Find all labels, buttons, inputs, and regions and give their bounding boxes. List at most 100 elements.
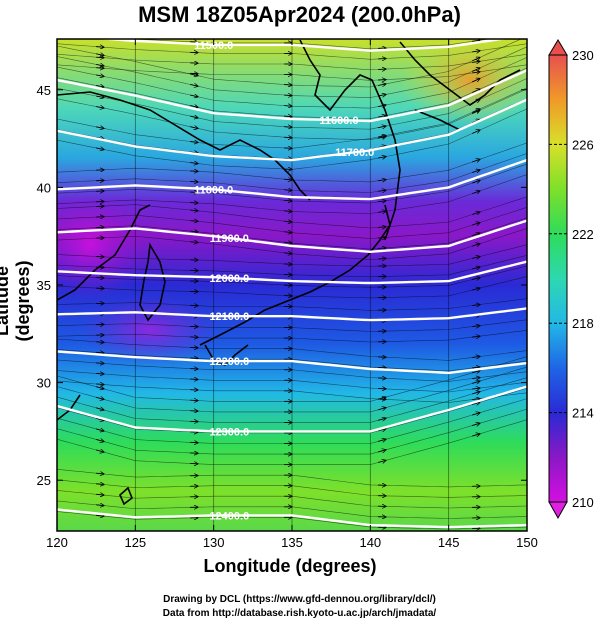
wind-arrow xyxy=(378,450,386,452)
colorbar-bottom-triangle xyxy=(548,501,568,520)
wind-arrow xyxy=(190,210,198,211)
wind-arrow xyxy=(284,127,292,128)
y-tick-label: 45 xyxy=(37,83,51,98)
wind-arrow xyxy=(472,336,480,337)
wind-arrow xyxy=(190,95,198,97)
wind-arrow xyxy=(378,227,386,228)
contour-label: 11500.0 xyxy=(194,40,233,52)
wind-arrow xyxy=(284,190,292,191)
wind-arrow xyxy=(378,180,386,181)
wind-arrow xyxy=(472,278,480,280)
wind-streamlines xyxy=(57,39,527,531)
contour-label: 11800.0 xyxy=(194,184,233,196)
height-contour xyxy=(57,385,527,433)
wind-arrow xyxy=(471,68,480,72)
wind-arrow xyxy=(284,84,292,85)
wind-arrow xyxy=(96,387,104,389)
y-tick-label: 35 xyxy=(37,278,51,293)
wind-arrow xyxy=(378,116,386,118)
height-contour xyxy=(57,260,527,285)
wind-arrow xyxy=(96,473,104,474)
wind-arrow xyxy=(284,137,292,138)
y-tick-label: 25 xyxy=(37,473,51,488)
wind-arrow xyxy=(190,116,198,118)
wind-arrow xyxy=(472,40,480,41)
wind-arrow xyxy=(96,494,104,495)
colorbar-label: 222 xyxy=(572,227,594,242)
wind-arrow xyxy=(472,388,480,389)
contour-label: 12400.0 xyxy=(209,510,249,522)
wind-arrow xyxy=(96,148,104,150)
map-title: MSM 18Z05Apr2024 (200.0hPa) xyxy=(138,2,461,27)
wind-arrow xyxy=(96,397,104,399)
wind-arrow xyxy=(472,256,480,258)
contour-label: 12100.0 xyxy=(209,311,249,323)
wind-arrow xyxy=(472,223,480,226)
wind-arrow xyxy=(96,342,104,343)
contour-label: 12300.0 xyxy=(209,426,249,438)
wind-arrow xyxy=(96,68,104,69)
wind-arrow xyxy=(472,392,480,394)
colorbar-top-triangle xyxy=(548,39,568,56)
height-contour xyxy=(57,98,527,162)
wind-arrow xyxy=(378,105,386,107)
wind-arrow xyxy=(472,170,480,173)
wind-arrow xyxy=(96,127,104,129)
height-contour xyxy=(57,158,527,201)
x-tick-label: 120 xyxy=(46,535,68,550)
x-tick-label: 150 xyxy=(516,535,538,550)
wind-arrow xyxy=(190,84,198,86)
wind-arrow xyxy=(378,126,386,128)
wind-arrow xyxy=(472,180,480,183)
wind-arrow xyxy=(378,237,386,238)
wind-arrow xyxy=(96,429,104,431)
wind-arrow xyxy=(471,89,480,93)
wind-arrow xyxy=(96,450,104,452)
height-contour xyxy=(57,350,527,375)
wind-arrow xyxy=(378,408,386,410)
wind-arrow xyxy=(472,378,480,379)
colorbar: 210 214 218 222 226 230 xyxy=(548,39,594,520)
wind-arrow xyxy=(378,94,386,96)
wind-arrow xyxy=(96,47,104,48)
wind-arrow xyxy=(472,371,480,373)
wind-arrow xyxy=(284,179,292,180)
credit-line-1: Drawing by DCL (https://www.gfd-dennou.o… xyxy=(163,594,436,605)
colorbar-label: 226 xyxy=(572,137,594,152)
wind-arrow xyxy=(472,367,480,368)
wind-arrow xyxy=(472,159,480,162)
wind-arrow xyxy=(378,84,386,86)
wind-arrow xyxy=(378,429,386,431)
wind-arrow xyxy=(472,381,480,383)
wind-arrow xyxy=(96,96,104,98)
wind-arrow xyxy=(190,163,198,164)
wind-arrow xyxy=(472,305,480,306)
x-tick-label: 145 xyxy=(438,535,460,550)
wind-arrow xyxy=(472,288,480,290)
wind-arrow xyxy=(284,232,292,233)
temperature-field xyxy=(57,39,527,531)
wind-arrow xyxy=(96,484,104,485)
wind-arrow xyxy=(190,127,198,129)
credit-line-2: Data from http://database.rish.kyoto-u.a… xyxy=(162,608,437,619)
wind-arrow xyxy=(378,157,386,159)
wind-arrow xyxy=(96,505,104,506)
wind-arrow xyxy=(190,231,198,232)
wind-arrow xyxy=(190,142,198,143)
y-axis-label: Latitude (degrees) xyxy=(0,260,33,342)
x-tick-label: 140 xyxy=(359,535,381,550)
wind-arrow xyxy=(472,191,480,194)
wind-arrow xyxy=(472,267,480,269)
wind-arrow xyxy=(284,106,292,107)
colorbar-label: 218 xyxy=(572,316,594,331)
contour-label: 11600.0 xyxy=(319,115,358,127)
wind-arrow xyxy=(96,352,104,353)
wind-arrow xyxy=(96,384,104,385)
y-tick-label: 30 xyxy=(37,376,51,391)
wind-arrow xyxy=(284,211,292,212)
wind-arrow xyxy=(378,258,386,259)
wind-arrow xyxy=(378,439,386,441)
wind-arrow xyxy=(472,51,480,52)
wind-arrow xyxy=(472,423,480,425)
